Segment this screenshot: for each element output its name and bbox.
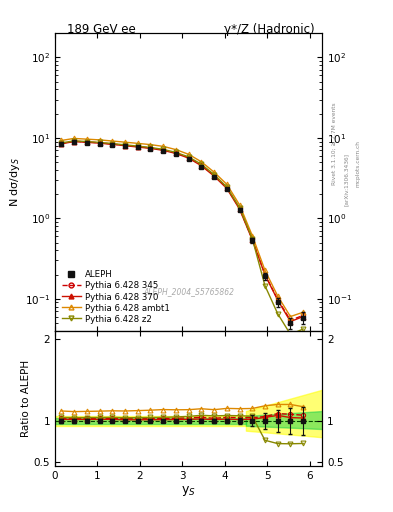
Legend: ALEPH, Pythia 6.428 345, Pythia 6.428 370, Pythia 6.428 ambt1, Pythia 6.428 z2: ALEPH, Pythia 6.428 345, Pythia 6.428 37… xyxy=(59,268,173,327)
X-axis label: y$_S$: y$_S$ xyxy=(181,483,196,498)
Y-axis label: N dσ/dy$_S$: N dσ/dy$_S$ xyxy=(8,157,22,207)
Text: γ*/Z (Hadronic): γ*/Z (Hadronic) xyxy=(224,23,314,36)
Y-axis label: Ratio to ALEPH: Ratio to ALEPH xyxy=(21,360,31,437)
Text: Rivet 3.1.10; ≥ 2.7M events: Rivet 3.1.10; ≥ 2.7M events xyxy=(332,102,337,185)
Text: mcplots.cern.ch: mcplots.cern.ch xyxy=(356,140,361,187)
Text: [arXiv:1306.3436]: [arXiv:1306.3436] xyxy=(344,153,349,206)
Text: 189 GeV ee: 189 GeV ee xyxy=(67,23,136,36)
Text: ALEPH_2004_S5765862: ALEPH_2004_S5765862 xyxy=(143,288,234,296)
